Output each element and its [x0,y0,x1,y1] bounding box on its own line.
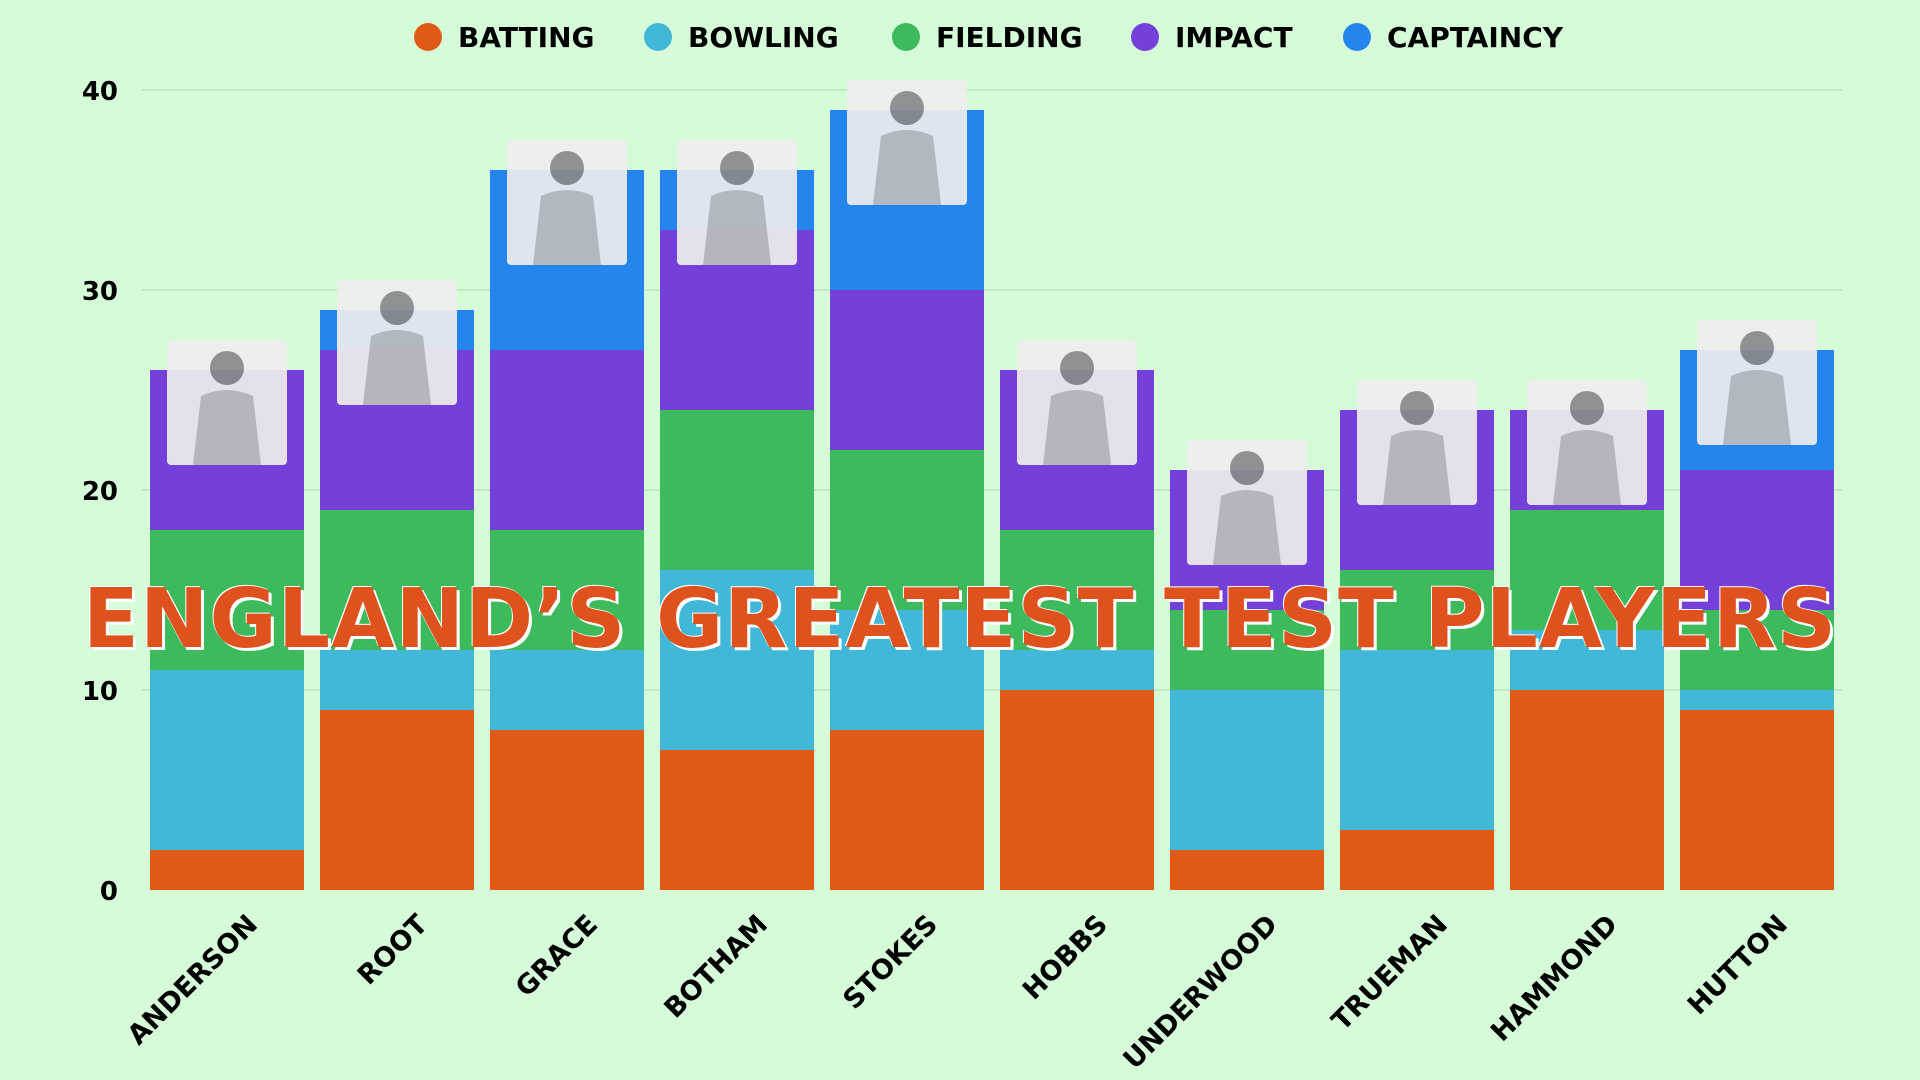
legend-label-captaincy: CAPTAINCY [1387,21,1564,54]
player-head-icon [720,151,754,185]
player-head-icon [1230,451,1264,485]
bar-segment-batting [1340,830,1494,890]
player-head-icon [890,91,924,125]
bar-segment-fielding [1510,510,1664,630]
x-tick-label: HOBBS [1017,909,1114,1006]
bar-segment-batting [1510,690,1664,890]
player-photo [337,280,457,405]
bar-segment-bowling [1340,650,1494,830]
player-photo [677,140,797,265]
legend-swatch-bowling [644,23,672,51]
bar-segment-fielding [320,510,474,650]
bar-segment-bowling [320,650,474,710]
bar-segment-batting [1000,690,1154,890]
y-axis: 0 10 20 30 40 [82,77,118,907]
bar-segment-bowling [1510,630,1664,690]
bar-segment-bowling [830,610,984,730]
x-tick-label: HAMMOND [1485,909,1624,1048]
legend-label-impact: IMPACT [1175,21,1293,54]
legend-swatch-batting [414,23,442,51]
player-photo [1527,380,1647,505]
player-body-icon [1553,430,1621,505]
legend-label-fielding: FIELDING [936,21,1083,54]
player-head-icon [1400,391,1434,425]
bar-segment-batting [1170,850,1324,890]
player-body-icon [873,130,941,205]
player-photo [1017,340,1137,465]
legend-swatch-captaincy [1343,23,1371,51]
bar-segment-bowling [1170,690,1324,850]
bar-segment-batting [1680,710,1834,890]
x-tick-label: HUTTON [1682,909,1794,1021]
player-head-icon [550,151,584,185]
x-tick-label: ANDERSON [122,909,264,1051]
bar-segment-batting [660,750,814,890]
player-body-icon [363,330,431,405]
legend-swatch-fielding [892,23,920,51]
player-body-icon [1383,430,1451,505]
player-photo [847,80,967,205]
player-body-icon [1213,490,1281,565]
player-photo [1187,440,1307,565]
x-tick-label: ROOT [352,909,435,992]
bar-segment-bowling [1680,690,1834,710]
player-photo [167,340,287,465]
player-head-icon [1740,331,1774,365]
bar-segment-batting [320,710,474,890]
bar-segment-fielding [1680,610,1834,690]
player-photo [1697,320,1817,445]
bar-segment-fielding [660,410,814,570]
x-axis: ANDERSON ROOT GRACE BOTHAM STOKES HOBBS UNDERW… [122,909,1794,1076]
bar-segment-batting [150,850,304,890]
y-tick-label: 30 [82,277,118,307]
bar-segment-batting [490,730,644,890]
x-tick-label: UNDERWOOD [1118,909,1284,1075]
bar-segment-fielding [490,530,644,650]
x-tick-label: STOKES [837,909,944,1016]
legend-swatch-impact [1131,23,1159,51]
y-tick-label: 10 [82,677,118,707]
player-body-icon [703,190,771,265]
legend: BATTING BOWLING FIELDING IMPACT CAPTAINCY [414,21,1564,54]
bar-segment-impact [830,290,984,450]
x-tick-label: TRUEMAN [1326,909,1454,1037]
y-tick-label: 20 [82,477,118,507]
bar-segment-bowling [150,670,304,850]
bar-segment-fielding [150,530,304,670]
legend-label-batting: BATTING [458,21,595,54]
player-head-icon [1060,351,1094,385]
bar-segment-bowling [1000,650,1154,690]
bar-segment-impact [490,350,644,530]
player-body-icon [1723,370,1791,445]
player-photo [507,140,627,265]
player-body-icon [533,190,601,265]
chart-title: ENGLAND’S GREATEST TEST PLAYERS [82,572,1838,667]
bar-segment-batting [830,730,984,890]
x-tick-label: BOTHAM [658,909,773,1024]
legend-label-bowling: BOWLING [688,21,839,54]
player-photo [1357,380,1477,505]
player-head-icon [1570,391,1604,425]
bar-segment-fielding [1170,610,1324,690]
player-body-icon [1043,390,1111,465]
y-tick-label: 40 [82,77,118,107]
y-tick-label: 0 [100,877,118,907]
player-body-icon [193,390,261,465]
bar-segment-fielding [830,450,984,610]
bar-segment-bowling [660,570,814,750]
player-head-icon [380,291,414,325]
bar-segment-bowling [490,650,644,730]
player-head-icon [210,351,244,385]
player-photos [167,80,1817,565]
bar-segment-fielding [1000,530,1154,650]
bar-segment-impact [1680,470,1834,610]
bar-segment-fielding [1340,570,1494,650]
x-tick-label: GRACE [510,909,604,1003]
